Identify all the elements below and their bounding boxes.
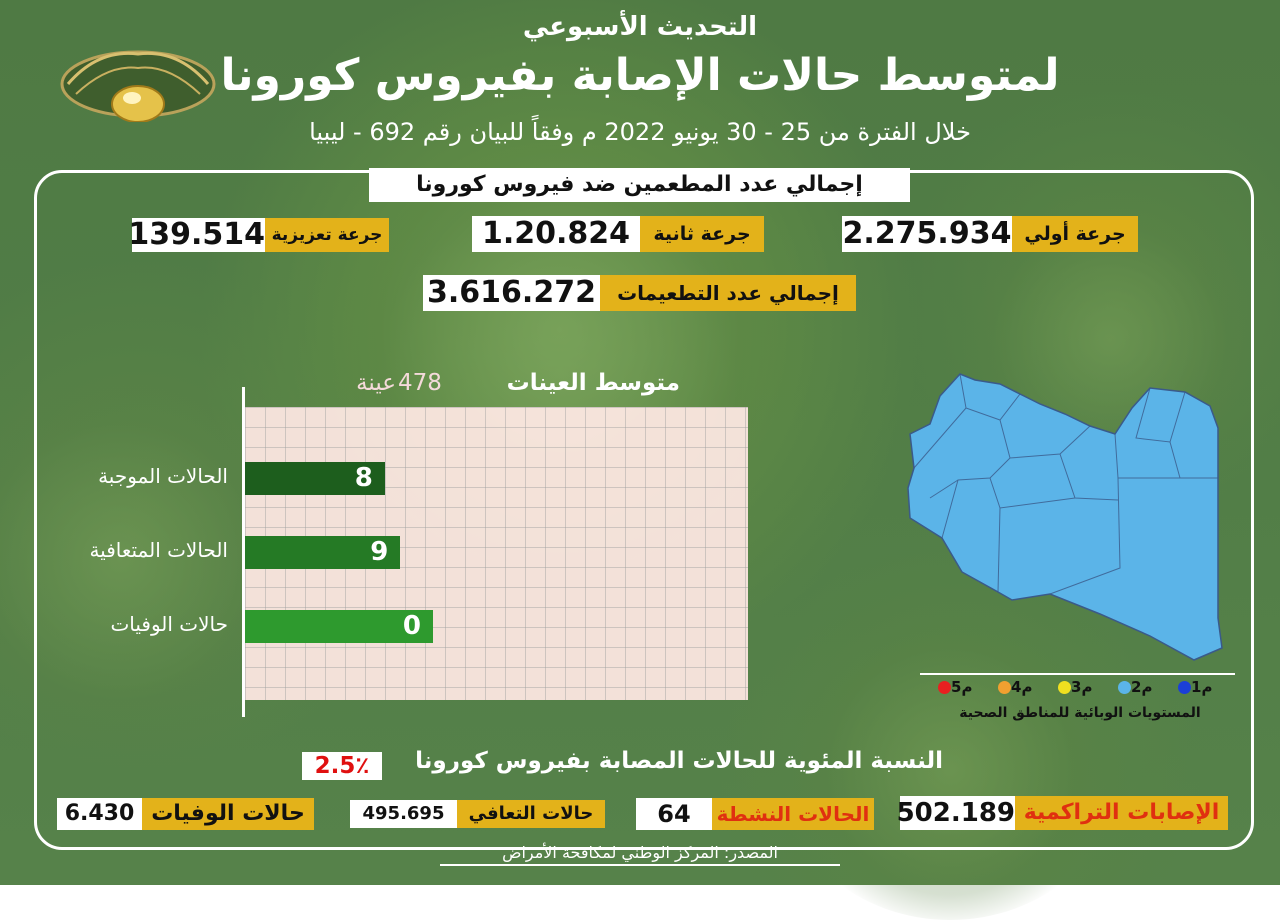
- chart-bar: 8: [245, 462, 385, 495]
- logo: [58, 44, 218, 123]
- libya-map-shape: [907, 373, 1223, 661]
- legend-dot-icon: [1178, 681, 1191, 694]
- samples-label: متوسط العينات: [506, 370, 680, 396]
- map-legend-item: م2: [1118, 678, 1152, 696]
- first-dose-value: 2.275.934: [842, 216, 1012, 252]
- booster-dose-label: جرعة تعزيزية: [265, 218, 389, 252]
- booster-dose-value: 139.514: [128, 217, 265, 252]
- page-title: لمتوسط حالات الإصابة بفيروس كورونا: [220, 50, 1060, 101]
- total-vaccinations-value: 3.616.272: [423, 275, 600, 311]
- header-period: خلال الفترة من 25 - 30 يونيو 2022 م وفقا…: [309, 118, 971, 146]
- recovered-cases-label: حالات التعافي: [457, 800, 605, 828]
- samples-unit: عينة: [356, 370, 396, 396]
- header-subtitle: التحديث الأسبوعي: [522, 12, 758, 42]
- samples-value: 478: [398, 370, 442, 396]
- legend-label: م3: [1071, 678, 1093, 696]
- second-dose-value: 1.20.824: [472, 216, 640, 252]
- chart-bar: 0: [245, 610, 433, 643]
- first-dose-label: جرعة أولي: [1012, 216, 1138, 252]
- legend-dot-icon: [1058, 681, 1071, 694]
- source-note: المصدر: المركز الوطني لمكافحة الأمراض: [440, 843, 840, 866]
- virus-illustration-bottom: [780, 620, 1120, 920]
- legend-label: م4: [1011, 678, 1033, 696]
- legend-label: م5: [951, 678, 973, 696]
- total-vaccinations-label: إجمالي عدد التطعيمات: [600, 275, 856, 311]
- cumulative-cases-label: الإصابات التراكمية: [1015, 796, 1228, 830]
- map-legend-title: المستويات الوبائية للمناطق الصحية: [959, 705, 1201, 721]
- active-cases-label: الحالات النشطة: [712, 798, 874, 830]
- map-legend-item: م3: [1058, 678, 1092, 696]
- legend-dot-icon: [1118, 681, 1131, 694]
- map-legend-item: م1: [1178, 678, 1212, 696]
- cumulative-cases-value: 502.189: [896, 796, 1015, 830]
- map-legend-item: م4: [998, 678, 1032, 696]
- legend-label: م2: [1131, 678, 1153, 696]
- recovered-cases-value: 495.695: [350, 800, 457, 828]
- chart-category-label: حالات الوفيات: [110, 612, 228, 636]
- percentage-label: النسبة المئوية للحالات المصابة بفيروس كو…: [415, 748, 943, 774]
- active-cases-value: 64: [636, 798, 712, 830]
- legend-dot-icon: [998, 681, 1011, 694]
- deaths-value: 6.430: [57, 798, 142, 830]
- chart-axis: [242, 387, 245, 717]
- legend-label: م1: [1191, 678, 1213, 696]
- deaths-label: حالات الوفيات: [142, 798, 314, 830]
- map-legend-item: م5: [938, 678, 972, 696]
- percentage-value: 2.5٪: [302, 752, 382, 780]
- chart-category-label: الحالات الموجبة: [98, 464, 228, 488]
- chart-category-label: الحالات المتعافية: [89, 538, 228, 562]
- map-legend-line: [920, 673, 1235, 675]
- second-dose-label: جرعة ثانية: [640, 216, 764, 252]
- chart-bar: 9: [245, 536, 401, 569]
- libya-map: [900, 368, 1230, 664]
- legend-dot-icon: [938, 681, 951, 694]
- vaccination-title: إجمالي عدد المطعمين ضد فيروس كورونا: [369, 168, 910, 202]
